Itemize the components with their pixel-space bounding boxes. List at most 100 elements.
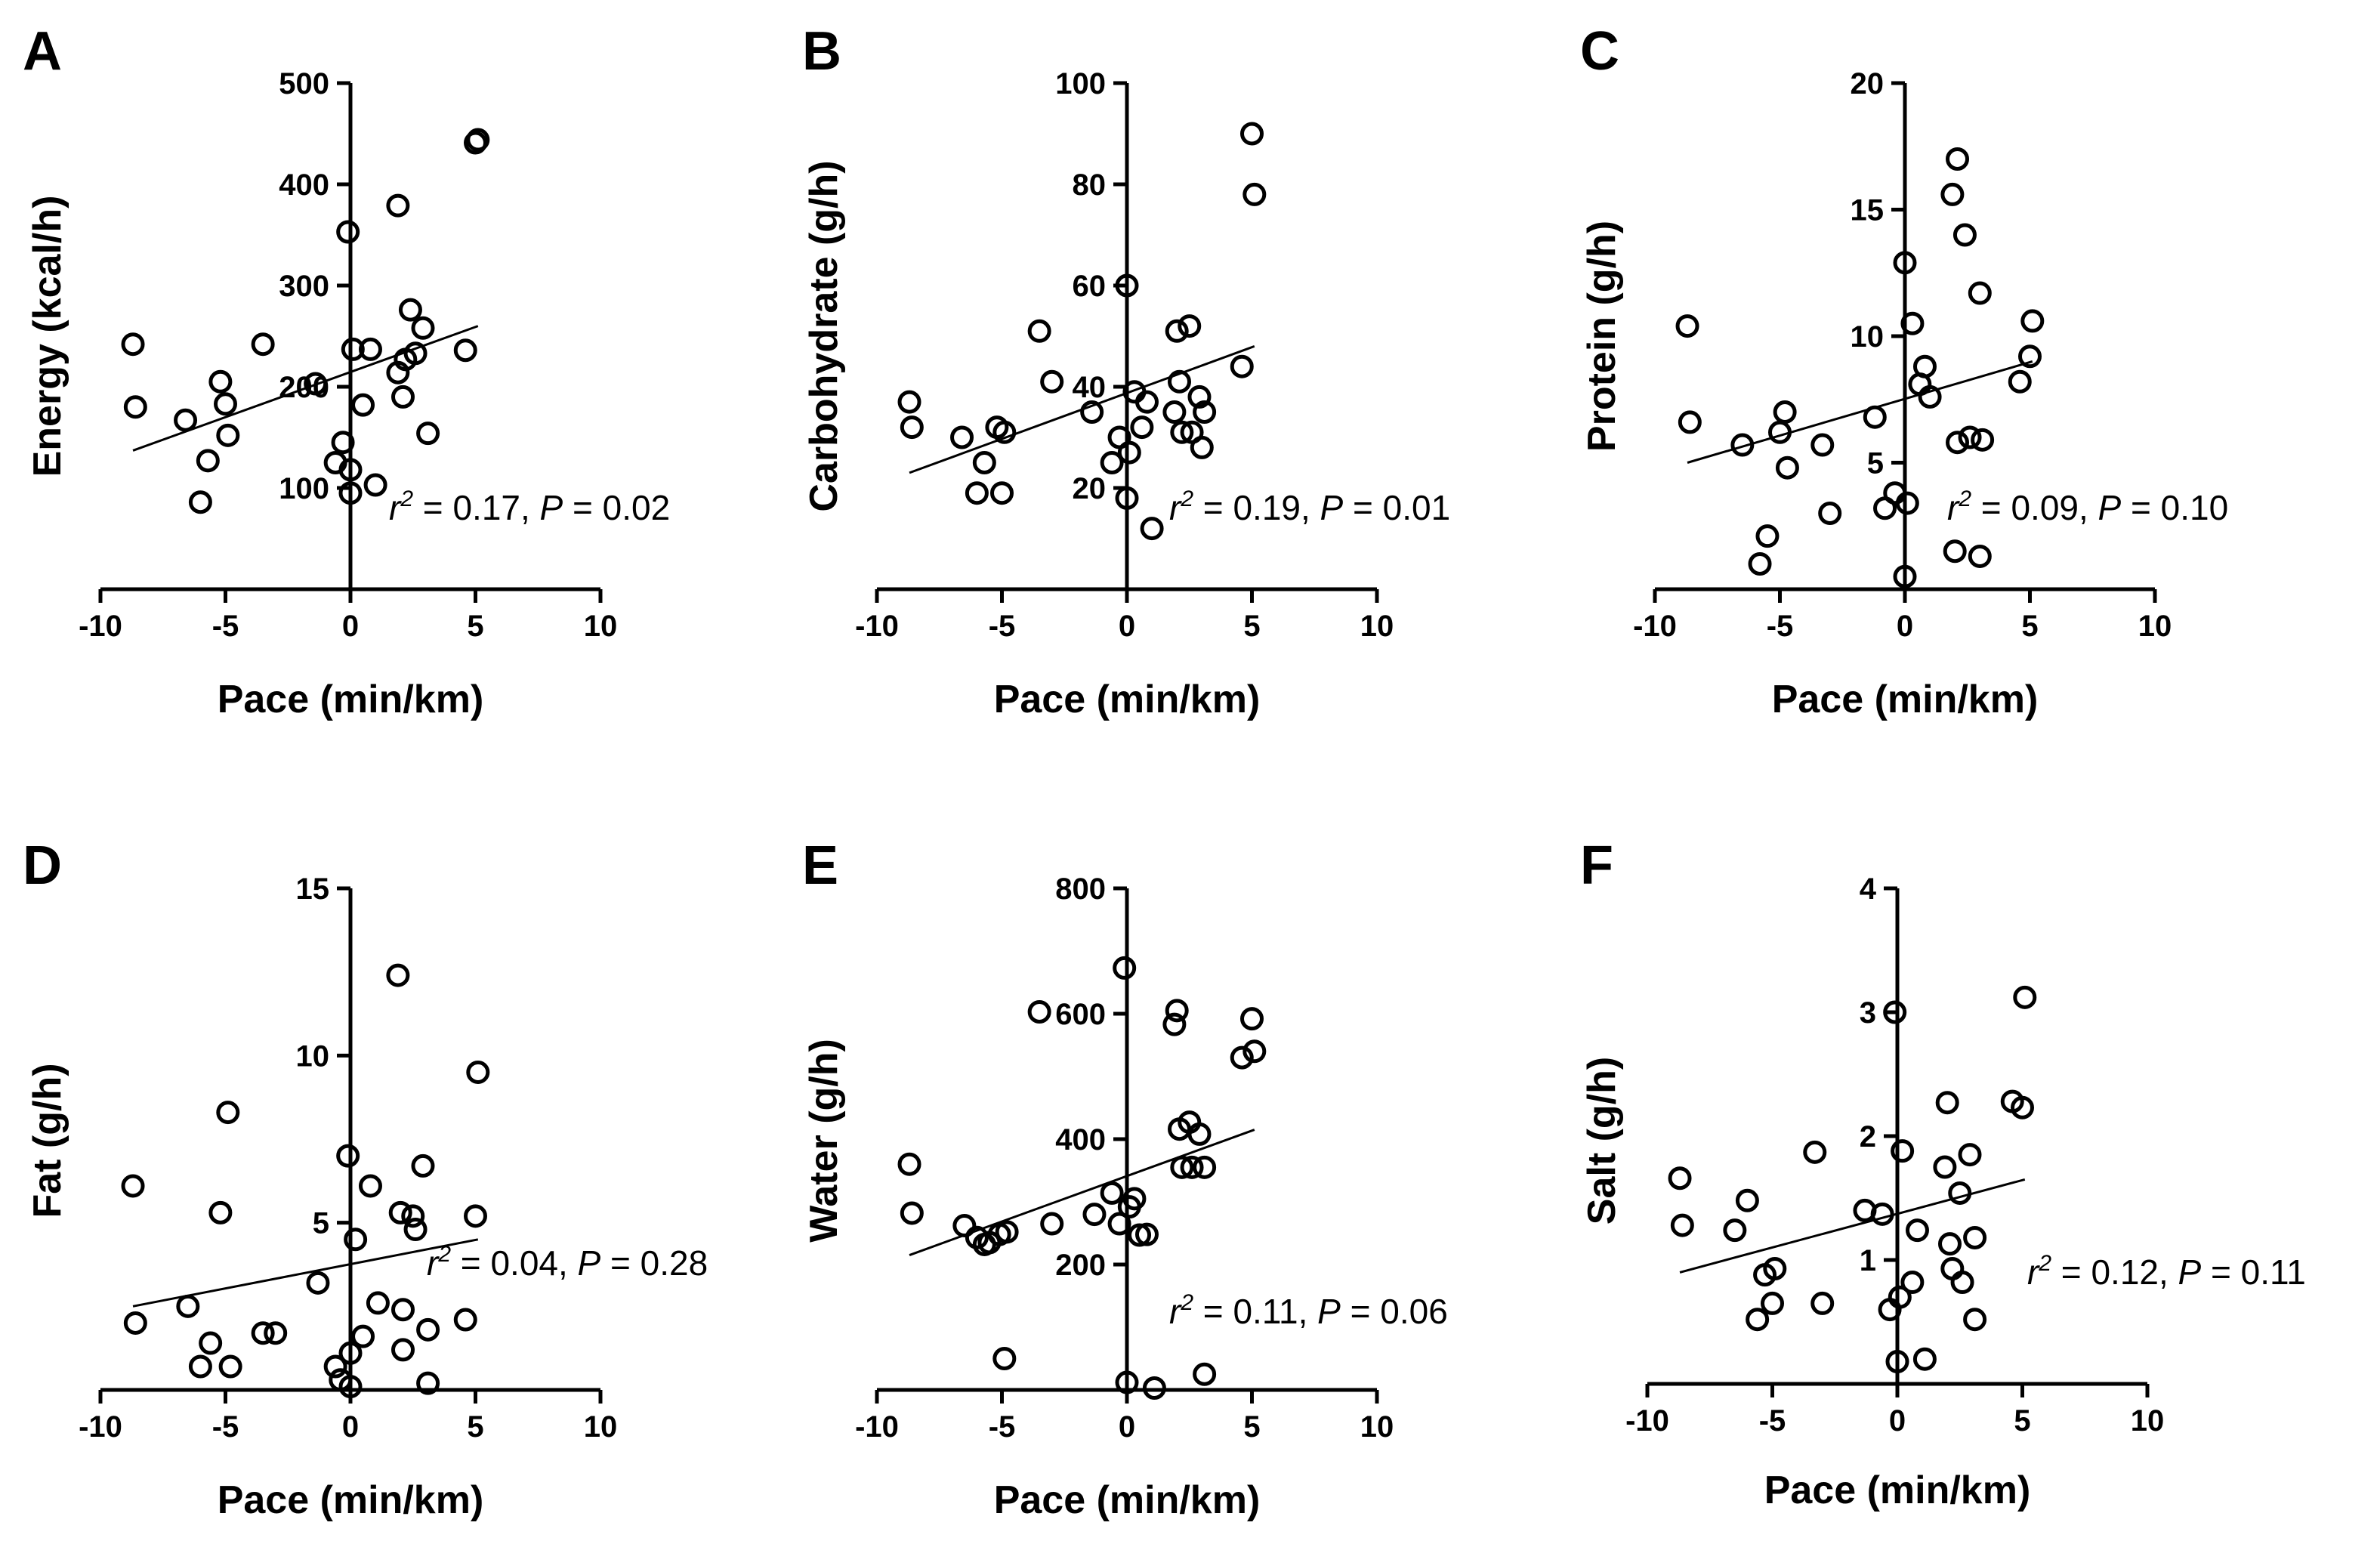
- panel-f-data-point: [1805, 1142, 1825, 1162]
- panel-b-data-point: [1180, 317, 1199, 336]
- panel-f-data-point: [1907, 1221, 1927, 1240]
- panel-b-data-point: [1142, 519, 1162, 539]
- panel-c-data-point: [2010, 372, 2030, 391]
- panel-b-x-axis-title: Pace (min/km): [994, 678, 1261, 721]
- panel-d: D Fat (g/h) Pace (min/km) -10 -5 0 5 1051015…: [23, 835, 708, 1522]
- panel-a-data-point: [198, 451, 218, 471]
- panel-f-stats-annotation: r2 = 0.12, P = 0.11: [2027, 1251, 2306, 1292]
- panel-a-data-point: [211, 372, 230, 391]
- panel-e-data-point: [1029, 1002, 1049, 1022]
- panel-a-data-point: [218, 425, 238, 445]
- panel-d-data-point: [466, 1206, 486, 1226]
- panel-a-data-point: [366, 475, 385, 495]
- panel-f-letter: F: [1580, 835, 1613, 896]
- panel-a-data-point: [216, 394, 236, 414]
- panel-e-data-point: [1102, 1183, 1122, 1203]
- panel-d-data-point: [125, 1313, 145, 1333]
- panel-e-data-point: [1085, 1205, 1104, 1224]
- panel-b-x-tick-label: 5: [1243, 610, 1260, 643]
- panel-c-data-point: [2023, 311, 2042, 331]
- panel-a-data-point: [123, 335, 143, 354]
- panel-a-data-point: [253, 335, 273, 354]
- panel-e-x-axis-title: Pace (min/km): [994, 1478, 1261, 1522]
- panel-a-x-tick-label: 5: [467, 610, 483, 643]
- panel-f-data-point: [1965, 1228, 1985, 1247]
- panel-d-y-tick-label: 5: [313, 1207, 329, 1240]
- panel-a-data-point: [418, 424, 438, 443]
- panel-c-data-point: [1943, 184, 1962, 204]
- panel-b-stats-annotation: r2 = 0.19, P = 0.01: [1169, 486, 1450, 527]
- panel-f-data-point: [2015, 987, 2035, 1007]
- panel-e-stats-annotation: r2 = 0.11, P = 0.06: [1169, 1290, 1448, 1331]
- panel-c-data-point: [1770, 422, 1790, 442]
- panel-b-letter: B: [802, 21, 841, 82]
- figure-grid: A Energy (kcal/h) Pace (min/km) -10 -5 0 5 1…: [0, 0, 2380, 1541]
- panel-f-data-point: [1950, 1183, 1970, 1203]
- panel-c: C Protein (g/h) Pace (min/km) -10 -5 0 5 105…: [1580, 21, 2228, 721]
- panel-c-y-tick-label: 20: [1851, 67, 1885, 100]
- panel-c-data-point: [1948, 150, 1968, 169]
- panel-d-x-tick-label: -10: [79, 1410, 122, 1444]
- panel-e-x-tick-label: -10: [855, 1410, 899, 1444]
- panel-d-x-tick-label: -5: [212, 1410, 239, 1444]
- panel-c-data-point: [1820, 504, 1840, 523]
- panel-b-data-point: [1029, 321, 1049, 341]
- panel-b-data-point: [1132, 418, 1152, 437]
- panel-e-x-tick-label: 5: [1243, 1410, 1260, 1444]
- panel-f-data-point: [1737, 1190, 1757, 1210]
- panel-b-data-point: [952, 428, 972, 447]
- panel-d-data-point: [468, 1062, 488, 1082]
- panel-b-data-point: [900, 392, 919, 412]
- panel-b-y-tick-label: 40: [1073, 371, 1107, 404]
- panel-c-y-tick-label: 5: [1867, 447, 1884, 480]
- panel-f-data-point: [1965, 1310, 1985, 1329]
- panel-e-data-point: [1195, 1157, 1215, 1177]
- panel-a-data-point: [338, 222, 358, 242]
- panel-b-y-tick-label: 60: [1073, 270, 1107, 303]
- panel-e-data-point: [1115, 958, 1134, 977]
- panel-b-y-tick-label: 20: [1073, 472, 1107, 505]
- panel-e-data-point: [1042, 1214, 1062, 1234]
- panel-e-y-axis-title: Water (g/h): [802, 1039, 846, 1243]
- panel-d-data-point: [360, 1176, 380, 1196]
- panel-c-data-point: [1973, 430, 1993, 449]
- panel-d-y-axis-title: Fat (g/h): [26, 1063, 69, 1218]
- panel-b-y-tick-label: 100: [1055, 67, 1106, 100]
- panel-d-data-point: [394, 1340, 413, 1360]
- panel-d-data-point: [221, 1357, 240, 1376]
- panel-f-y-axis-title: Salt (g/h): [1580, 1057, 1624, 1224]
- panel-b-y-axis-title: Carbohydrate (g/h): [802, 160, 846, 511]
- panel-f-data-point: [1672, 1215, 1692, 1235]
- panel-e-data-point: [900, 1154, 919, 1174]
- panel-e-y-tick-label: 200: [1055, 1249, 1106, 1282]
- panel-f-data-point: [1748, 1310, 1767, 1329]
- panel-a-data-point: [400, 300, 420, 320]
- panel-b-data-point: [1192, 437, 1212, 457]
- panel-d-data-point: [455, 1310, 475, 1329]
- panel-f-x-tick-label: 10: [2131, 1404, 2165, 1438]
- panel-c-x-tick-label: -5: [1767, 610, 1794, 643]
- panel-a-data-point: [353, 395, 373, 415]
- panel-a-y-tick-label: 400: [279, 168, 329, 202]
- panel-c-data-point: [1750, 554, 1770, 574]
- panel-f-x-tick-label: -5: [1759, 1404, 1786, 1438]
- panel-e-letter: E: [802, 835, 838, 896]
- panel-e-y-tick-label: 600: [1055, 998, 1106, 1031]
- panel-e-y-tick-label: 400: [1055, 1123, 1106, 1157]
- panel-f-y-tick-label: 3: [1860, 996, 1876, 1030]
- panel-c-y-tick-label: 15: [1851, 194, 1885, 227]
- panel-c-data-point: [1813, 435, 1832, 455]
- panel-b-x-tick-label: -5: [989, 610, 1016, 643]
- panel-f-regression-line: [1680, 1179, 2025, 1272]
- panel-d-data-point: [218, 1103, 238, 1123]
- panel-f-data-point: [1903, 1273, 1922, 1292]
- panel-b-x-tick-label: -10: [855, 610, 899, 643]
- panel-c-data-point: [1678, 317, 1697, 336]
- panel-f-x-tick-label: 0: [1889, 1404, 1906, 1438]
- panel-b-data-point: [1242, 124, 1262, 144]
- panel-c-x-tick-label: 5: [2021, 610, 2038, 643]
- panel-e-x-tick-label: -5: [989, 1410, 1016, 1444]
- panel-e-y-tick-label: 800: [1055, 872, 1106, 906]
- panel-d-data-point: [266, 1323, 286, 1343]
- panel-b-data-point: [967, 483, 986, 503]
